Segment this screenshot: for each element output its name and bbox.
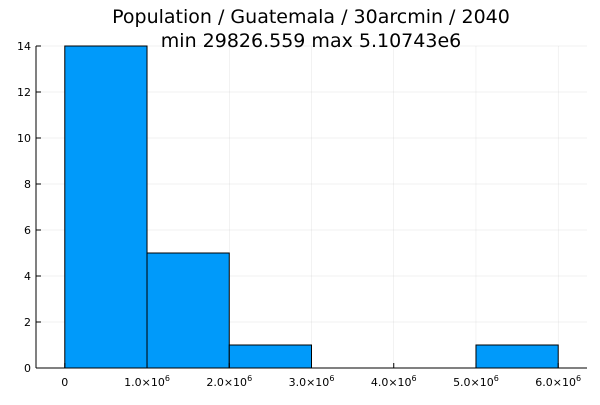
x-tick-label: 4.0×106 [371, 374, 417, 389]
x-axis-ticks: 0 1.0×106 2.0×106 3.0×106 4.0×106 5.0×106 6.0×… [61, 363, 581, 389]
y-tick-label: 6 [24, 224, 31, 237]
histogram-bar [475, 344, 559, 369]
chart-title: Population / Guatemala / 30arcmin / 2040 [112, 6, 510, 28]
y-tick-label: 2 [24, 316, 31, 329]
histogram-bars [64, 45, 559, 369]
y-tick-label: 12 [17, 86, 31, 99]
x-tick-label: 6.0×106 [535, 374, 581, 389]
histogram-bar [146, 252, 230, 369]
y-tick-label: 14 [17, 40, 31, 53]
x-tick-label: 3.0×106 [289, 374, 335, 389]
histogram-bar [228, 344, 313, 369]
y-tick-label: 8 [24, 178, 31, 191]
x-tick-label: 5.0×106 [453, 374, 499, 389]
y-axis-ticks: 0 2 4 6 8 10 12 14 [17, 40, 41, 375]
y-tick-label: 0 [24, 362, 31, 375]
x-tick-label: 2.0×106 [206, 374, 252, 389]
x-tick-label: 1.0×106 [124, 374, 170, 389]
y-tick-label: 10 [17, 132, 31, 145]
chart-subtitle: min 29826.559 max 5.10743e6 [161, 30, 461, 52]
x-tick-label: 0 [61, 376, 68, 389]
y-tick-label: 4 [24, 270, 31, 283]
histogram-bar [64, 45, 148, 369]
